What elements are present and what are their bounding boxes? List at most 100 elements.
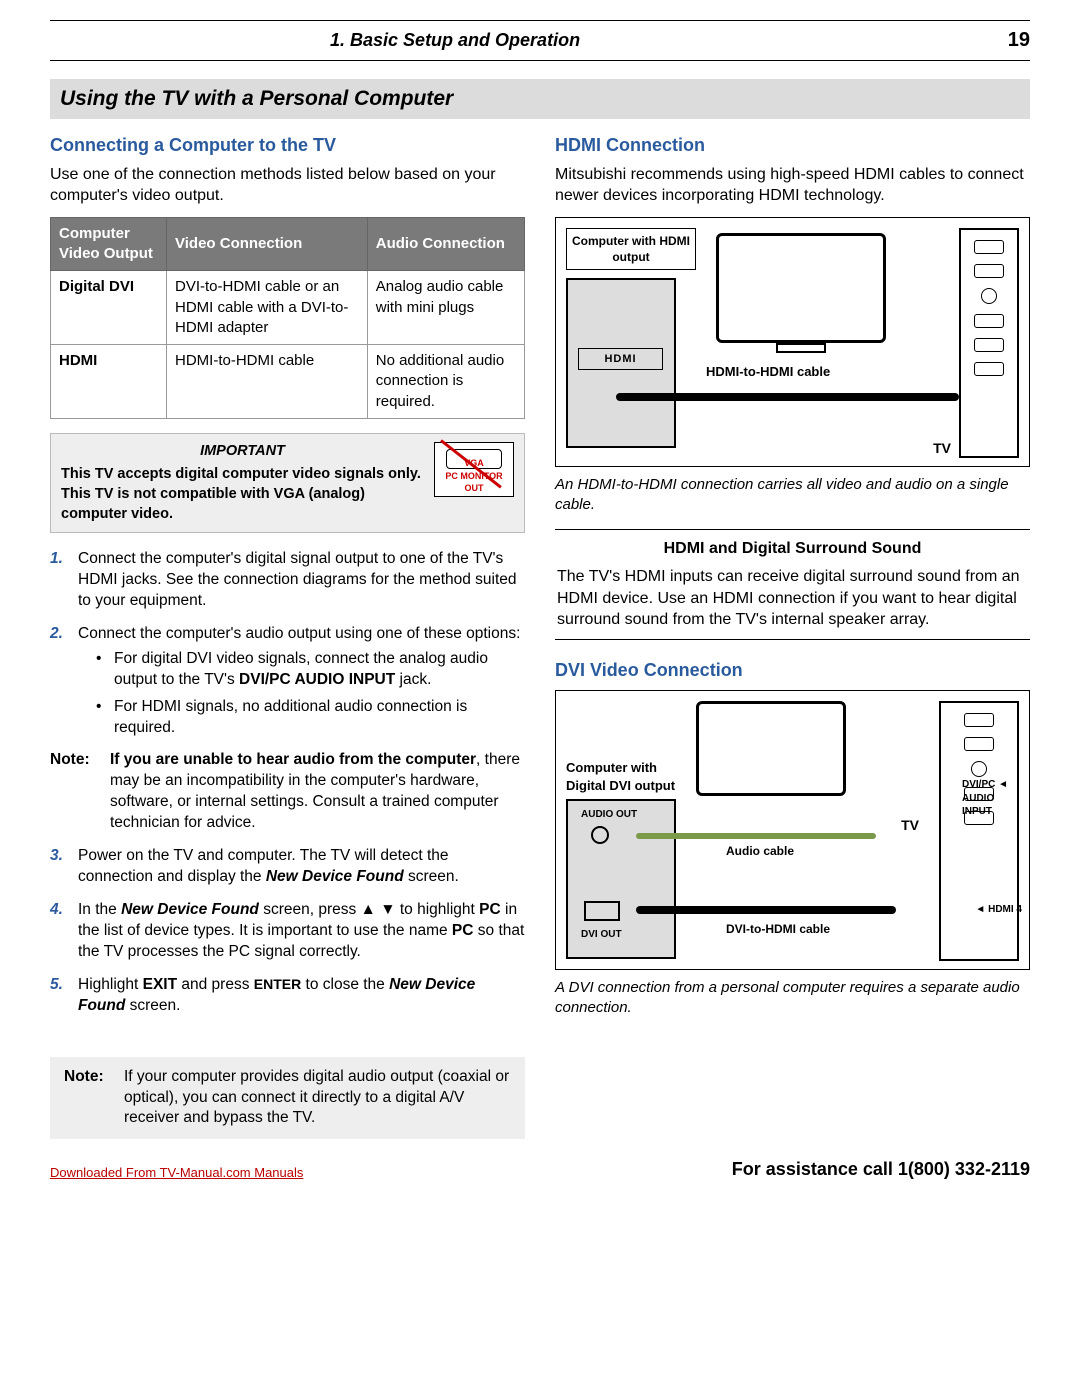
surround-sound-box: HDMI and Digital Surround Sound The TV's…	[555, 529, 1030, 639]
heading-dvi: DVI Video Connection	[555, 658, 1030, 682]
tv-screen-icon	[716, 233, 886, 343]
note-label: Note:	[50, 750, 100, 834]
s5d: ENTER	[254, 976, 301, 992]
download-link[interactable]: Downloaded From TV-Manual.com Manuals	[50, 1164, 303, 1182]
tv-ports-panel-2: DVI/PC ◄ AUDIO INPUT ◄ HDMI 4	[939, 701, 1019, 961]
vga-crossed-icon: VGAPC MONITOR OUT	[434, 442, 514, 497]
hdmi-caption: An HDMI-to-HDMI connection carries all v…	[555, 475, 1030, 516]
cell-hdmi-audio: No additional audio connection is requir…	[367, 345, 524, 419]
s5e: to close the	[301, 976, 389, 993]
section-banner: Using the TV with a Personal Computer	[50, 79, 1030, 119]
important-callout: IMPORTANT This TV accepts digital comput…	[50, 433, 525, 533]
right-column: HDMI Connection Mitsubishi recommends us…	[555, 133, 1030, 1139]
step-2-lead: Connect the computer's audio output usin…	[78, 625, 520, 642]
cell-dvi-video: DVI-to-HDMI cable or an HDMI cable with …	[167, 271, 368, 345]
usb-power-port-icon	[974, 264, 1004, 278]
note-body: If you are unable to hear audio from the…	[110, 750, 525, 834]
cell-hdmi-label: HDMI	[51, 345, 167, 419]
heading-connecting: Connecting a Computer to the TV	[50, 133, 525, 157]
bottom-note-label: Note:	[64, 1067, 114, 1130]
left-column: Connecting a Computer to the TV Use one …	[50, 133, 525, 1139]
audio-out-label: AUDIO OUT	[581, 808, 637, 822]
surround-text: The TV's HDMI inputs can receive digital…	[557, 566, 1028, 631]
tv-ports-panel	[959, 228, 1019, 458]
s3b: New Device Found	[266, 868, 404, 885]
tv-label: TV	[933, 439, 951, 458]
hdmi4-side-label: ◄ HDMI 4	[975, 903, 1022, 917]
top-rule	[50, 20, 1030, 21]
table-row: HDMI HDMI-to-HDMI cable No additional au…	[51, 345, 525, 419]
diagram-pc-label: Computer with HDMI output	[566, 228, 696, 270]
s4c: screen, press ▲ ▼ to highlight	[259, 901, 479, 918]
hdmi2-port-icon	[974, 362, 1004, 376]
table-row: Digital DVI DVI-to-HDMI cable or an HDMI…	[51, 271, 525, 345]
diagram2-pc-label: Computer with Digital DVI output	[566, 759, 686, 794]
intro-hdmi: Mitsubishi recommends using high-speed H…	[555, 164, 1030, 207]
step-3: Power on the TV and computer. The TV wil…	[50, 846, 525, 888]
port-icon	[964, 737, 994, 751]
hdmi4-port-icon	[974, 314, 1004, 328]
cell-dvi-label: Digital DVI	[51, 271, 167, 345]
bullet-hdmi-audio: For HDMI signals, no additional audio co…	[96, 697, 525, 739]
dvi-cable-label: DVI-to-HDMI cable	[726, 921, 830, 937]
th-video: Video Connection	[167, 217, 368, 271]
page-footer: Downloaded From TV-Manual.com Manuals Fo…	[50, 1157, 1030, 1181]
audio-cable-icon	[636, 833, 876, 839]
hdmi-logo-icon: HDMI	[578, 348, 663, 370]
step-4: In the New Device Found screen, press ▲ …	[50, 900, 525, 963]
th-output: Computer Video Output	[51, 217, 167, 271]
step-2-bullets: For digital DVI video signals, connect t…	[96, 649, 525, 739]
surround-title: HDMI and Digital Surround Sound	[557, 538, 1028, 560]
note-lead: If you are unable to hear audio from the…	[110, 751, 476, 768]
important-title: IMPORTANT	[61, 442, 424, 462]
dvi-diagram: Computer with Digital DVI output AUDIO O…	[555, 690, 1030, 970]
dvi-cable-icon	[636, 906, 896, 914]
dvi-audio-port-icon	[971, 761, 987, 777]
s4f: PC	[452, 922, 474, 939]
audio-port-icon	[981, 288, 997, 304]
bottom-note-text: If your computer provides digital audio …	[124, 1067, 511, 1130]
step-1: Connect the computer's digital signal ou…	[50, 549, 525, 612]
two-column-layout: Connecting a Computer to the TV Use one …	[50, 133, 1030, 1139]
hdmi3-port-icon	[974, 338, 1004, 352]
step-5: Highlight EXIT and press ENTER to close …	[50, 975, 525, 1017]
s5a: Highlight	[78, 976, 143, 993]
audio-cable-label: Audio cable	[726, 843, 794, 859]
cell-hdmi-video: HDMI-to-HDMI cable	[167, 345, 368, 419]
important-text-block: IMPORTANT This TV accepts digital comput…	[61, 442, 424, 524]
s4b: New Device Found	[121, 901, 259, 918]
tv-stand-icon	[776, 343, 826, 353]
bullet-dvi-audio: For digital DVI video signals, connect t…	[96, 649, 525, 691]
chapter-title: 1. Basic Setup and Operation	[330, 28, 580, 52]
audio-note: Note: If you are unable to hear audio fr…	[50, 750, 525, 834]
assistance-phone: For assistance call 1(800) 332-2119	[732, 1157, 1030, 1181]
dvi-caption: A DVI connection from a personal compute…	[555, 978, 1030, 1019]
usb-port-icon	[974, 240, 1004, 254]
important-body: This TV accepts digital computer video s…	[61, 466, 421, 521]
page-header: 1. Basic Setup and Operation 19	[50, 23, 1030, 61]
page-number: 19	[1008, 27, 1030, 54]
table-header-row: Computer Video Output Video Connection A…	[51, 217, 525, 271]
s5g: screen.	[125, 997, 180, 1014]
s3c: screen.	[404, 868, 459, 885]
hdmi-cable-label: HDMI-to-HDMI cable	[706, 363, 830, 381]
tv-label-2: TV	[901, 816, 919, 835]
cell-dvi-audio: Analog audio cable with mini plugs	[367, 271, 524, 345]
s5c: and press	[177, 976, 254, 993]
intro-left: Use one of the connection methods listed…	[50, 164, 525, 207]
s4a: In the	[78, 901, 121, 918]
setup-steps-cont: Power on the TV and computer. The TV wil…	[50, 846, 525, 1016]
dvi-audio-side-label: DVI/PC ◄ AUDIO INPUT	[962, 778, 1022, 819]
vga-icon-label: VGAPC MONITOR OUT	[435, 457, 513, 493]
b1c: jack.	[395, 671, 431, 688]
hdmi-cable-icon	[616, 393, 959, 401]
port-icon	[964, 713, 994, 727]
dvi-out-port-icon	[584, 901, 620, 921]
tv-screen-icon-2	[696, 701, 846, 796]
bottom-note-row: Note: If your computer provides digital …	[64, 1067, 511, 1130]
bottom-note-box: Note: If your computer provides digital …	[50, 1057, 525, 1140]
audio-out-port-icon	[591, 826, 609, 844]
b1b: DVI/PC AUDIO INPUT	[239, 671, 395, 688]
s4d: PC	[479, 901, 501, 918]
heading-hdmi: HDMI Connection	[555, 133, 1030, 157]
